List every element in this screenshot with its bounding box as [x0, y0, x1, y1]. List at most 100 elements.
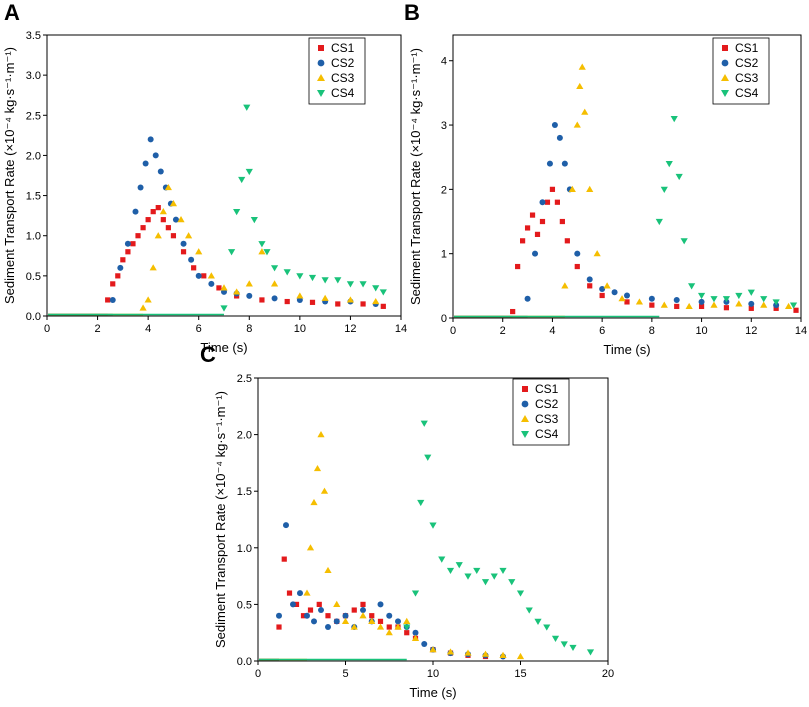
- y-tick-label: 2.5: [26, 110, 41, 122]
- data-point-cs2: [142, 160, 149, 167]
- data-point-cs2: [137, 184, 144, 191]
- legend-label-cs1: CS1: [535, 382, 559, 396]
- data-point-cs1: [140, 225, 146, 231]
- data-point-cs3: [350, 623, 358, 630]
- data-point-cs4: [586, 649, 595, 656]
- x-tick-label: 0: [255, 668, 261, 680]
- data-point-cs3: [593, 250, 601, 257]
- data-point-cs4: [233, 209, 241, 216]
- y-tick-label: 1: [441, 249, 447, 261]
- x-tick-label: 8: [649, 325, 655, 337]
- y-tick-label: 1.0: [237, 543, 252, 555]
- data-point-cs2: [539, 199, 546, 206]
- data-point-cs1: [574, 263, 580, 270]
- data-point-cs3: [154, 232, 162, 239]
- data-point-cs1: [120, 257, 126, 263]
- y-tick-label: 0: [441, 313, 447, 325]
- data-point-cs3: [233, 288, 241, 295]
- data-point-cs3: [581, 108, 589, 115]
- data-point-cs2: [342, 612, 349, 619]
- data-point-cs4: [379, 289, 387, 296]
- data-point-cs4: [411, 590, 420, 597]
- data-point-cs3: [464, 649, 472, 656]
- data-point-cs2: [561, 160, 568, 167]
- data-point-cs2: [180, 240, 187, 247]
- x-tick-label: 0: [450, 325, 456, 337]
- data-point-cs3: [310, 498, 318, 506]
- data-point-cs2: [290, 601, 296, 608]
- data-point-cs3: [333, 600, 341, 607]
- data-point-cs1: [309, 299, 316, 305]
- data-point-cs3: [710, 301, 718, 308]
- data-point-cs3: [346, 296, 355, 303]
- data-point-cs3: [685, 302, 693, 310]
- legend-label-cs2: CS2: [331, 56, 355, 70]
- data-point-cs1: [524, 225, 531, 231]
- data-point-cs2: [524, 295, 531, 302]
- data-point-cs2: [333, 618, 340, 625]
- data-point-cs4: [789, 302, 798, 309]
- data-point-cs3: [303, 589, 311, 596]
- data-point-cs3: [258, 248, 266, 255]
- x-tick-label: 14: [395, 323, 407, 335]
- legend-marker-cs1: [522, 386, 528, 392]
- data-point-cs1: [529, 212, 536, 218]
- data-point-cs3: [159, 208, 167, 215]
- y-tick-label: 1.5: [237, 486, 252, 498]
- data-point-cs2: [172, 216, 179, 223]
- y-tick-label: 0.5: [237, 599, 252, 611]
- legend-label-cs4: CS4: [331, 86, 355, 100]
- x-tick-label: 6: [599, 325, 605, 337]
- data-point-cs4: [464, 573, 472, 580]
- data-point-cs3: [372, 297, 380, 305]
- plot-frame: [46, 34, 402, 317]
- data-point-cs3: [139, 304, 147, 311]
- x-tick-label: 5: [342, 668, 348, 680]
- plot-frame: [452, 34, 802, 319]
- y-tick-label: 0.0: [26, 311, 41, 323]
- data-point-cs1: [300, 613, 307, 619]
- data-point-cs1: [587, 283, 593, 289]
- data-point-cs4: [446, 567, 455, 575]
- legend-marker-cs1: [318, 45, 324, 51]
- series-cs1: [510, 186, 799, 315]
- data-point-cs1: [286, 590, 293, 596]
- data-point-cs3: [317, 431, 325, 438]
- data-point-cs1: [773, 305, 779, 311]
- data-point-cs1: [110, 281, 116, 287]
- series-cs4: [655, 116, 798, 309]
- y-tick-label: 1.5: [26, 191, 41, 203]
- data-point-cs4: [747, 289, 755, 296]
- data-point-cs3: [735, 300, 743, 307]
- legend-marker-cs4: [317, 90, 325, 97]
- data-point-cs1: [549, 186, 556, 192]
- data-point-cs2: [246, 292, 253, 299]
- data-point-cs1: [723, 305, 730, 311]
- data-point-cs3: [296, 292, 304, 299]
- data-point-cs2: [124, 240, 131, 247]
- data-point-cs1: [380, 303, 386, 309]
- data-point-cs4: [359, 281, 367, 288]
- data-point-cs3: [220, 284, 228, 291]
- data-point-cs1: [293, 601, 300, 607]
- data-point-cs2: [157, 168, 164, 175]
- data-point-cs4: [525, 607, 533, 614]
- y-tick-label: 2.0: [237, 430, 252, 442]
- data-point-cs4: [560, 641, 568, 648]
- x-axis-title: Time (s): [200, 340, 247, 355]
- data-point-cs1: [105, 297, 111, 303]
- y-tick-label: 2: [441, 184, 447, 196]
- y-tick-label: 4: [441, 56, 447, 68]
- data-point-cs1: [360, 601, 366, 607]
- data-point-cs4: [321, 277, 329, 284]
- data-point-cs3: [376, 623, 385, 630]
- data-point-cs4: [680, 238, 688, 245]
- legend-label-cs2: CS2: [735, 56, 759, 70]
- legend-label-cs1: CS1: [735, 41, 759, 55]
- x-tick-label: 10: [427, 668, 439, 680]
- x-tick-label: 12: [745, 325, 757, 337]
- data-point-cs1: [544, 199, 551, 205]
- data-point-cs4: [655, 218, 663, 226]
- data-point-cs1: [201, 273, 207, 279]
- legend-marker-cs4: [721, 90, 729, 97]
